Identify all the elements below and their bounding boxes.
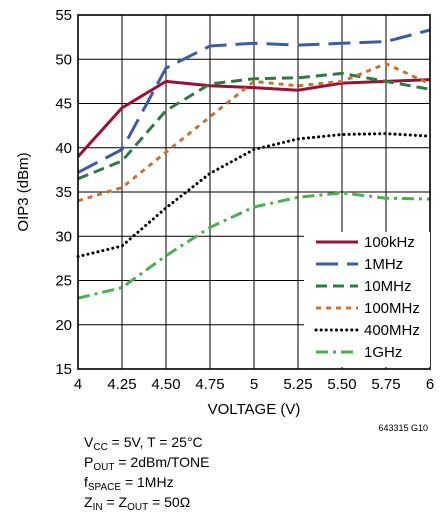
x-axis-title: VOLTAGE (V) (208, 401, 301, 418)
series-line (76, 132, 432, 259)
plot-frame (77, 14, 431, 370)
y-tick-label: 30 (55, 228, 72, 245)
legend-label: 1MHz (364, 256, 403, 273)
x-tick-label: 4.50 (151, 376, 180, 393)
x-tick-label: 5 (250, 376, 258, 393)
figure-id: 643315 G10 (378, 423, 428, 433)
y-tick-label: 50 (55, 51, 72, 68)
legend-label: 10MHz (364, 278, 412, 295)
condition-output-power: POUT = 2dBm/TONE (84, 454, 210, 473)
legend-background (304, 232, 430, 367)
legend-label: 1GHz (364, 344, 402, 361)
y-tick-label: 55 (55, 7, 72, 24)
y-tick-label: 40 (55, 140, 72, 157)
condition-tone-spacing: fSPACE = 1MHz (84, 474, 174, 493)
legend-label: 100MHz (364, 300, 420, 317)
y-tick-label: 25 (55, 273, 72, 290)
y-tick-label: 45 (55, 96, 72, 113)
series-line (77, 62, 431, 203)
x-tick-label: 4 (74, 376, 82, 393)
x-tick-labels: 4 4.25 4.50 4.75 5 5.25 5.50 5.75 6 (74, 376, 434, 393)
series-line (77, 191, 431, 300)
series-line (77, 71, 431, 181)
y-tick-label: 20 (55, 317, 72, 334)
x-tick-label: 6 (426, 376, 434, 393)
x-tick-label: 5.50 (327, 376, 356, 393)
series-lines (76, 28, 432, 300)
x-tick-label: 5.75 (371, 376, 400, 393)
y-tick-label: 15 (55, 361, 72, 378)
condition-supply-temp: VCC = 5V, T = 25°C (84, 434, 203, 453)
series-line (76, 78, 431, 158)
legend-label: 100kHz (364, 234, 415, 251)
y-tick-label: 35 (55, 184, 72, 201)
test-conditions: VCC = 5V, T = 25°C POUT = 2dBm/TONE fSPA… (84, 432, 210, 513)
condition-impedance: ZIN = ZOUT = 50Ω (84, 494, 191, 513)
x-tick-label: 4.75 (195, 376, 224, 393)
legend: 100kHz 1MHz 10MHz 100MHz 400MHz 1GHz (314, 234, 420, 361)
y-axis-title: OIP3 (dBm) (15, 152, 32, 231)
x-tick-label: 4.25 (107, 376, 136, 393)
x-tick-label: 5.25 (283, 376, 312, 393)
y-tick-labels: 15 20 25 30 35 40 45 50 55 (55, 7, 72, 378)
legend-label: 400MHz (364, 322, 420, 339)
series-line (77, 28, 431, 174)
